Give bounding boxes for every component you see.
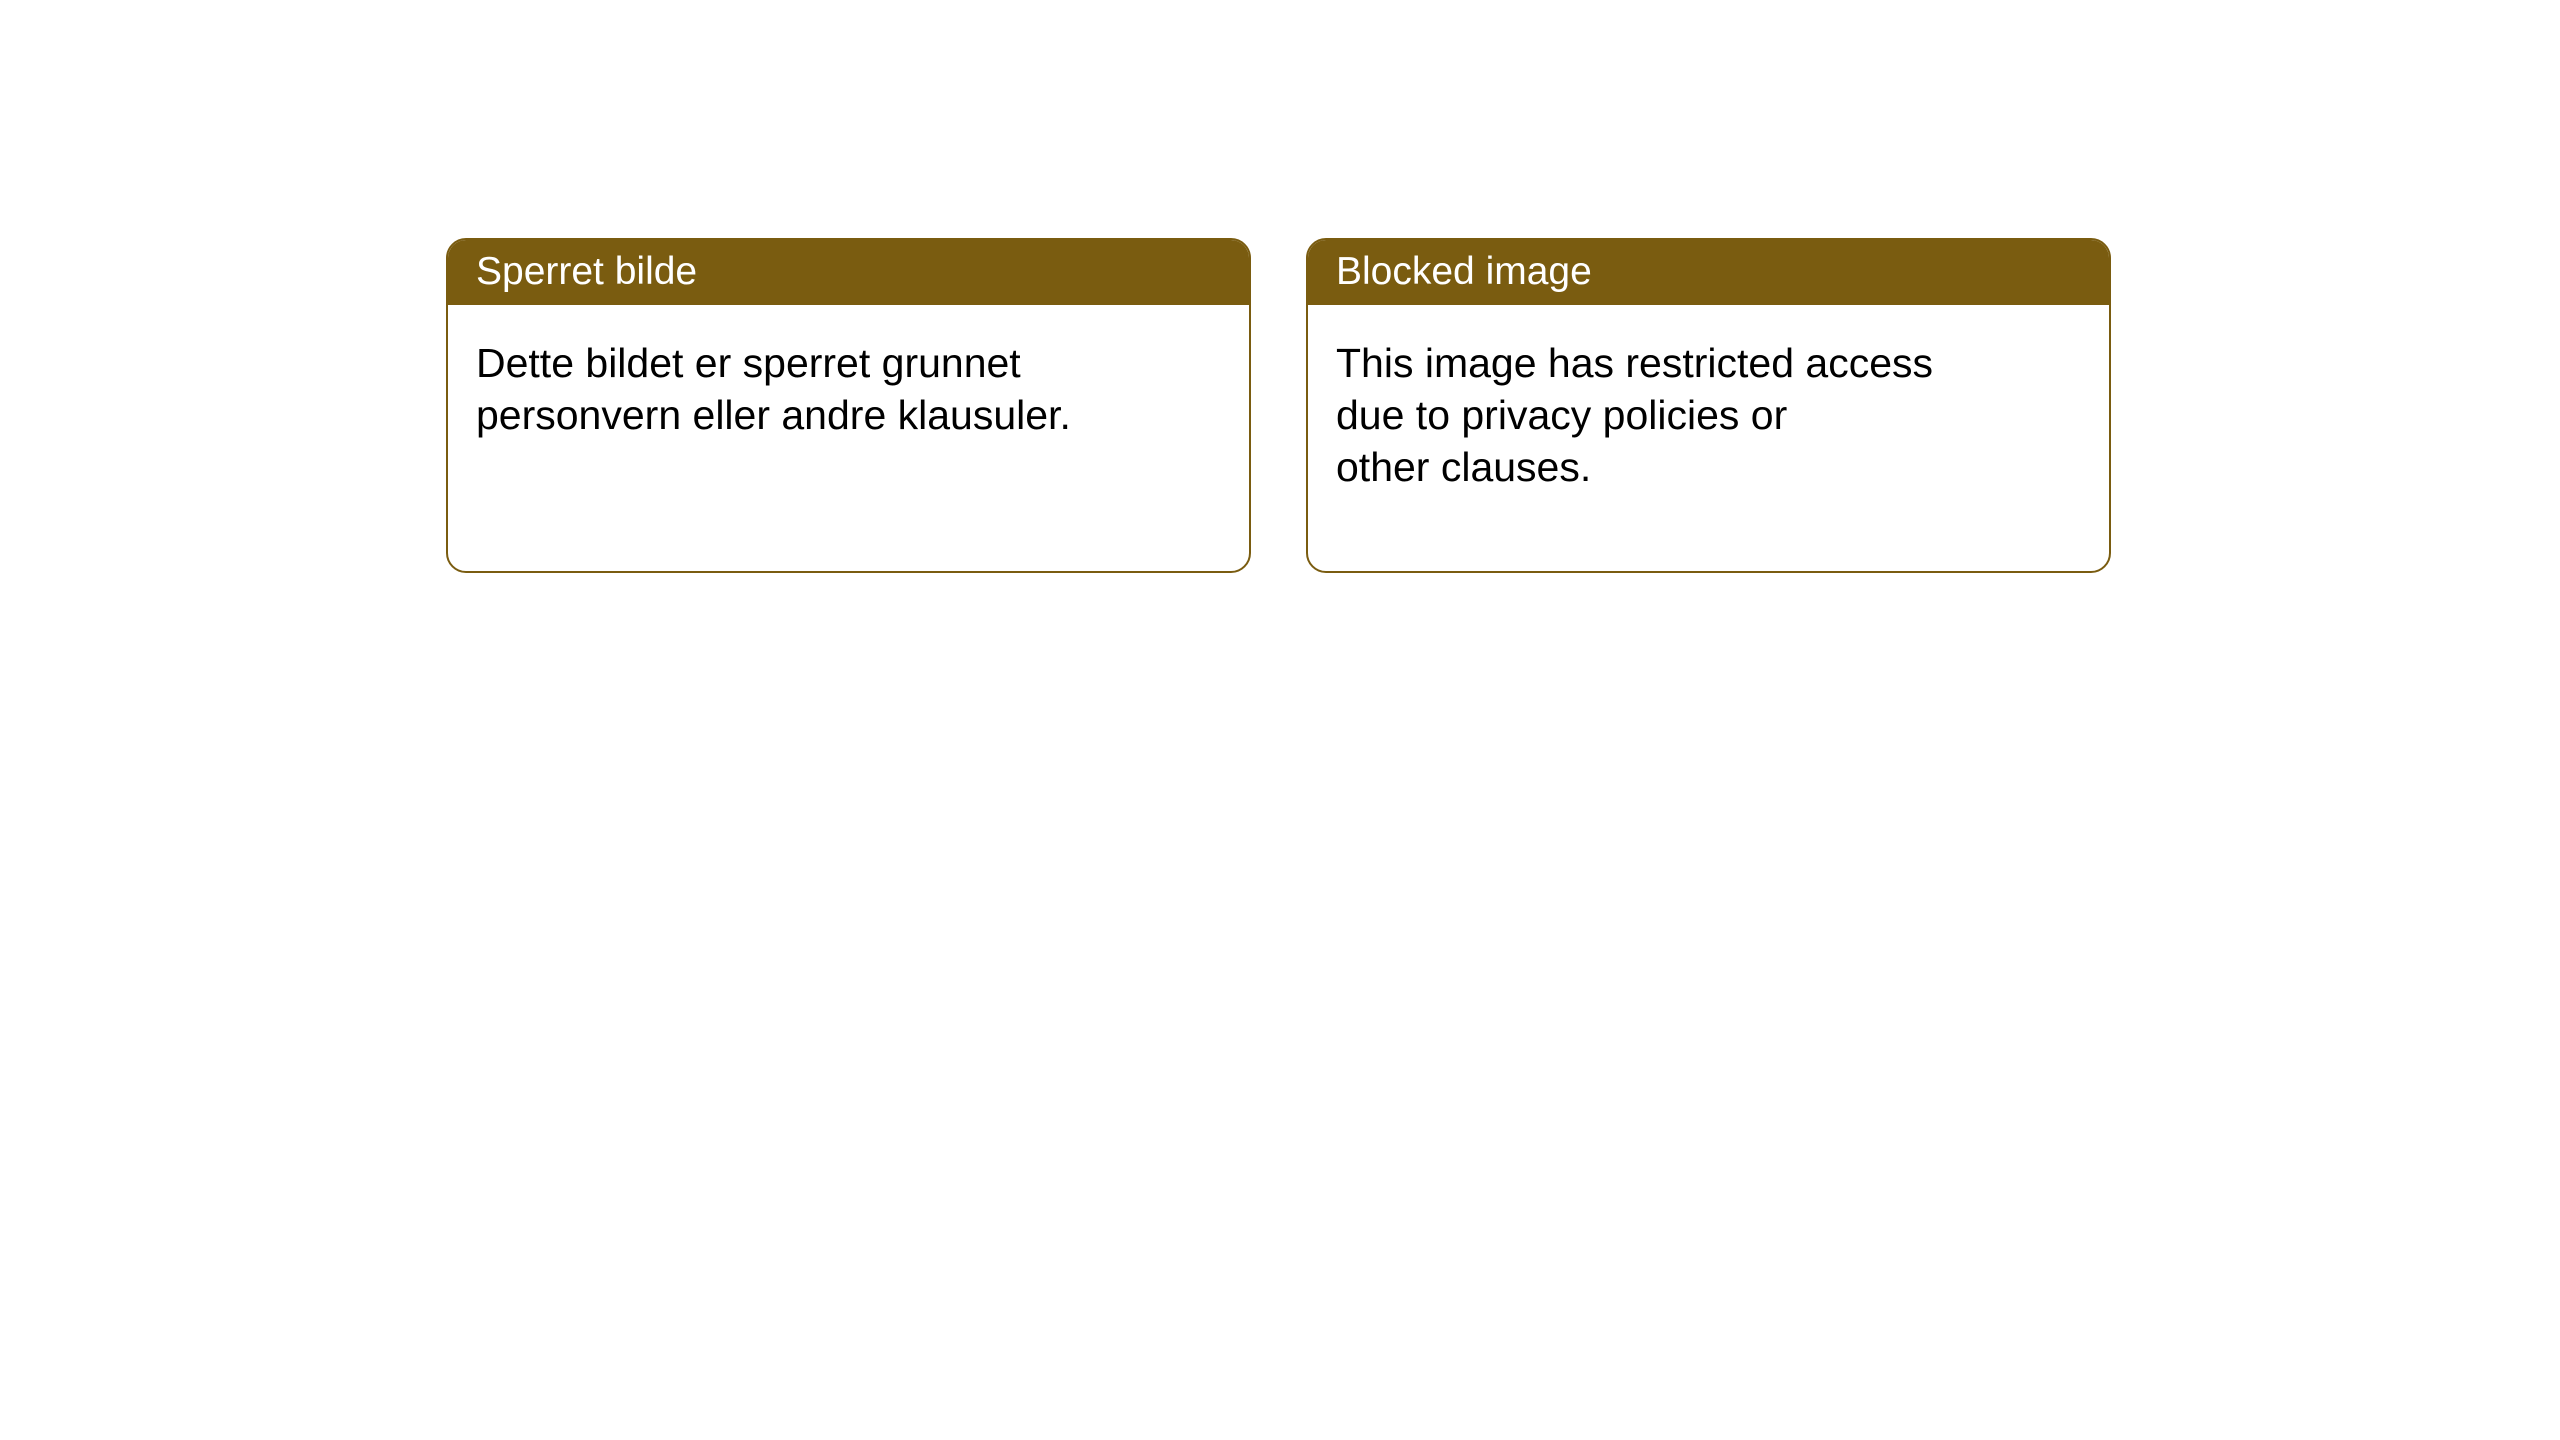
notice-body: Dette bildet er sperret grunnet personve…: [448, 305, 1128, 473]
notice-body: This image has restricted access due to …: [1308, 305, 1988, 525]
notices-container: Sperret bilde Dette bildet er sperret gr…: [446, 238, 2111, 573]
notice-title: Blocked image: [1308, 240, 2109, 305]
notice-box-norwegian: Sperret bilde Dette bildet er sperret gr…: [446, 238, 1251, 573]
notice-title: Sperret bilde: [448, 240, 1249, 305]
notice-box-english: Blocked image This image has restricted …: [1306, 238, 2111, 573]
